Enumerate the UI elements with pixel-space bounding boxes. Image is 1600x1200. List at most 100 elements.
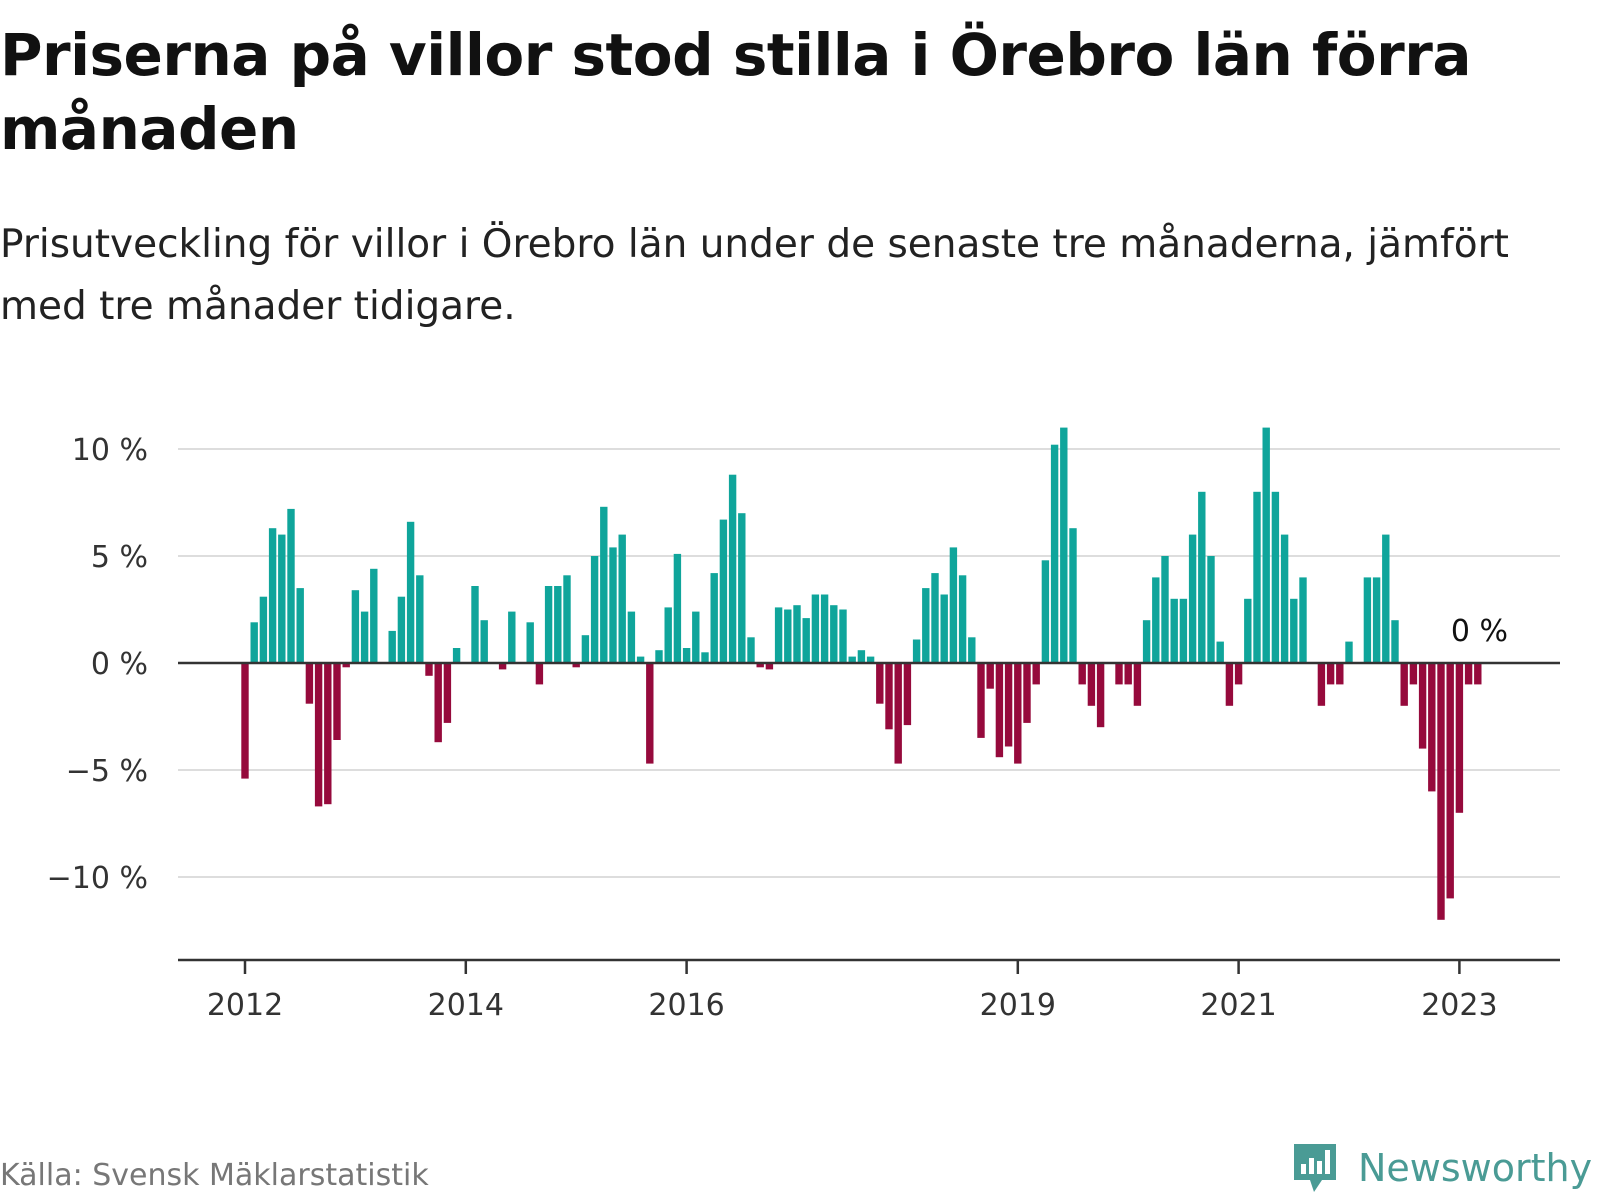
bar [1290,598,1298,663]
bar [1280,534,1289,663]
x-tick-label: 2023 [1421,988,1497,1023]
bar [609,547,617,663]
bar [333,663,341,740]
bar [296,588,304,663]
bar [774,607,783,663]
bar [1050,444,1059,663]
bar [986,663,994,689]
bar [498,663,507,670]
bar [406,521,415,663]
newsworthy-logo-icon [1294,1144,1336,1192]
y-tick-label: 10 % [72,433,148,468]
bar [259,596,268,663]
bar [995,663,1004,758]
bar [1317,663,1326,706]
bar [1345,641,1353,663]
bar [425,663,433,676]
bar [1262,427,1270,663]
bar [360,611,369,663]
bar [1418,663,1427,749]
bar [692,611,700,663]
bar [811,594,820,663]
bar [1216,641,1224,663]
bar [673,553,682,663]
bar [1161,556,1169,663]
bar [250,622,258,663]
bar [324,663,332,805]
bar [1087,663,1096,706]
bar [1142,620,1151,663]
bar [351,590,360,663]
bar [1152,577,1160,663]
y-tick-label: 5 % [91,540,148,575]
bar [636,656,645,663]
y-tick-label: 0 % [91,647,148,682]
bar [1225,663,1234,706]
bar [1032,663,1040,685]
x-tick-label: 2016 [648,988,724,1023]
x-tick-label: 2014 [428,988,504,1023]
bar [940,594,948,663]
bar [1023,663,1031,723]
bar [1372,577,1381,663]
bar [1069,528,1077,663]
bar [1326,663,1335,685]
bar [434,663,442,743]
bar [416,575,424,663]
bar [848,656,856,663]
bar [1363,577,1372,663]
bar [305,663,314,704]
bar [1133,663,1142,706]
bar [452,648,461,663]
bar [839,609,847,663]
bar [977,663,985,738]
bar [314,663,323,807]
bar [747,637,755,663]
bar [535,663,544,685]
bar [287,508,295,663]
chart-title: Priserna på villor stod stilla i Örebro … [0,21,1471,163]
bar [1382,534,1390,663]
bar [968,637,976,663]
bar [1428,663,1436,792]
bar [1391,620,1399,663]
x-tick-label: 2019 [980,988,1056,1023]
bar [1188,534,1197,663]
bar [912,639,921,663]
bar [1124,663,1132,685]
bar [1253,491,1261,663]
bar [397,596,406,663]
bar [793,605,801,663]
bar [1455,663,1464,813]
bar [710,573,718,663]
bar [600,506,608,663]
bar [738,513,746,663]
newsworthy-logo[interactable]: Newsworthy [1290,1140,1592,1196]
bar [903,663,912,726]
bar [471,586,479,663]
chart-subtitle: Prisutveckling för villor i Örebro län u… [0,222,1509,329]
x-tick-label: 2012 [207,988,283,1023]
bar [1170,598,1178,663]
bar [1244,598,1252,663]
bar [866,656,875,663]
bar [627,611,636,663]
bar [1041,560,1050,663]
bar [949,547,958,663]
bar [655,650,663,663]
y-tick-label: −10 % [47,861,148,896]
bar [443,663,452,723]
bar [885,663,893,730]
bar [830,605,838,663]
bar [894,663,902,764]
bar [728,474,737,663]
bar [508,611,516,663]
bar [756,663,764,668]
bar [1060,427,1068,663]
bar [342,663,350,668]
newsworthy-logo-text: Newsworthy [1358,1146,1593,1190]
bar [1336,663,1344,685]
bar [820,594,829,663]
bar [1400,663,1408,706]
y-tick-label: −5 % [66,754,148,789]
